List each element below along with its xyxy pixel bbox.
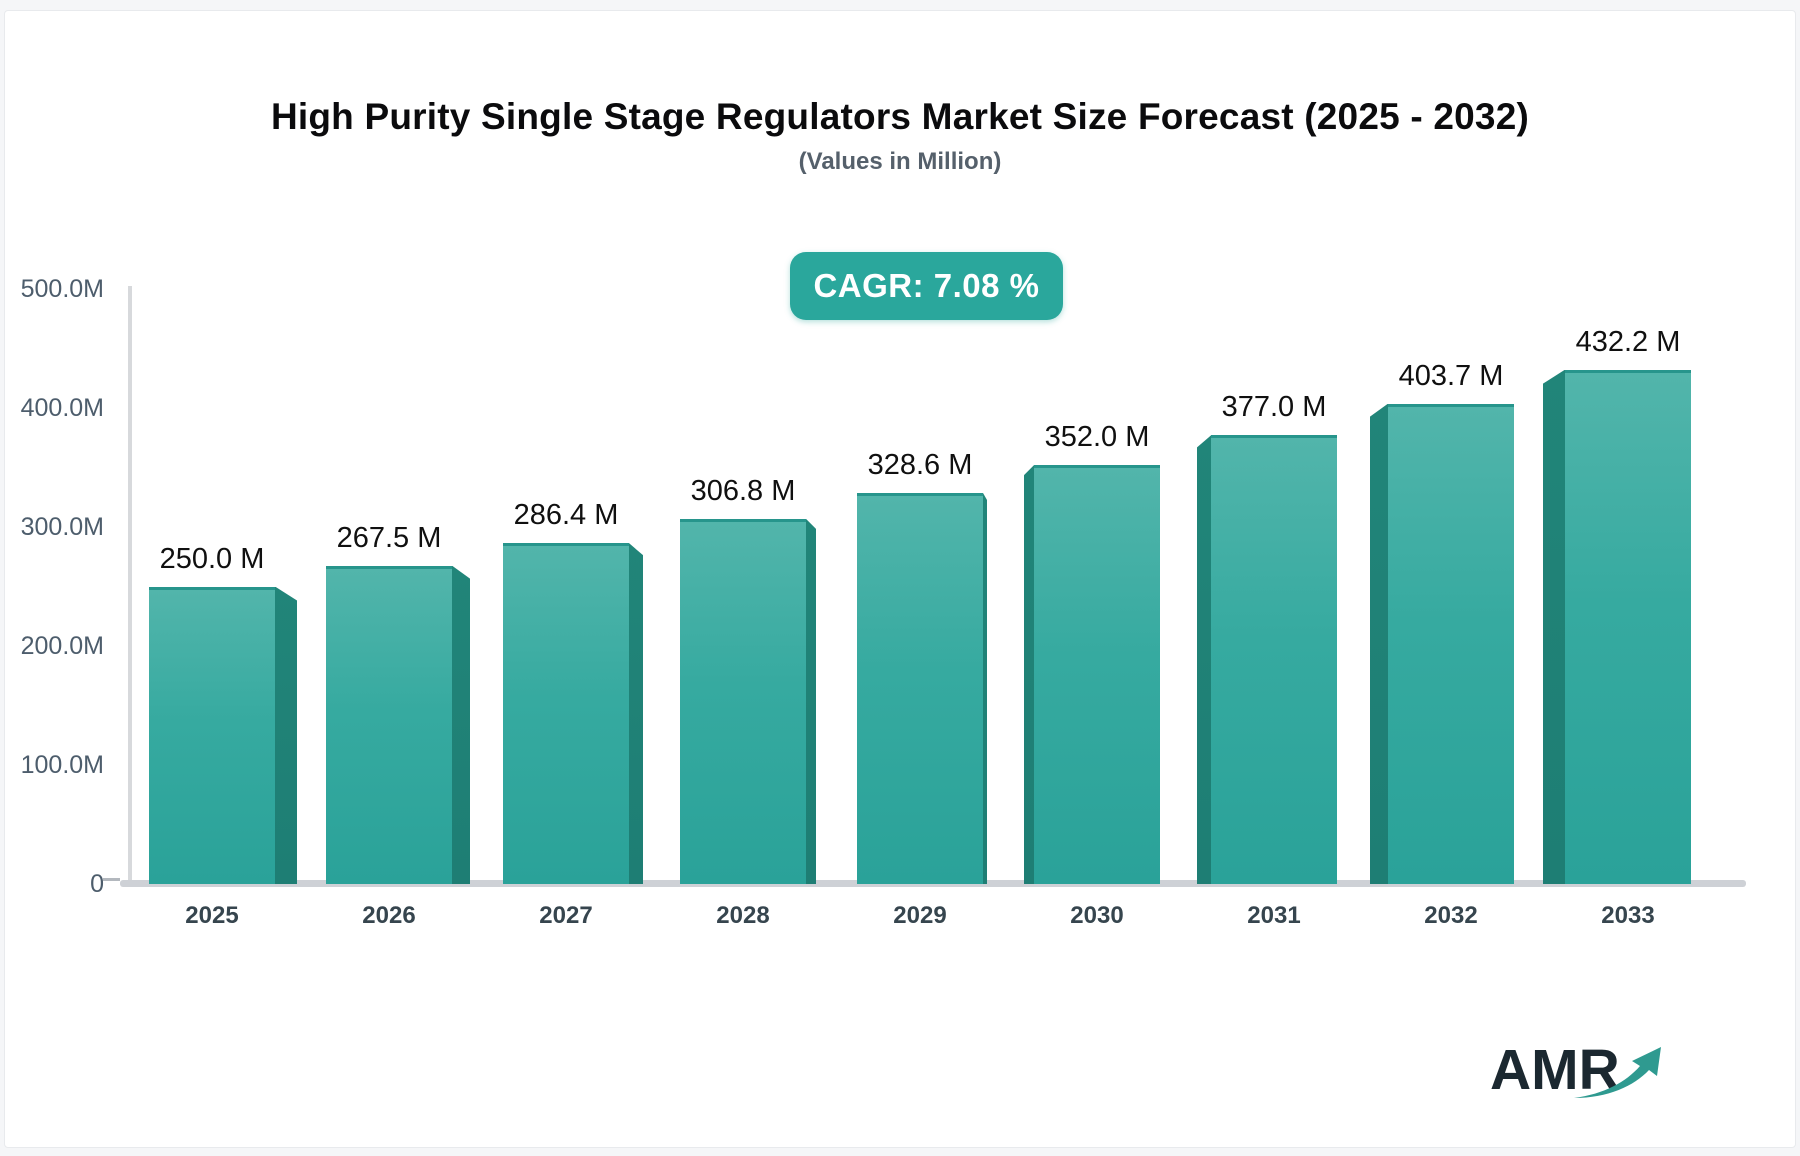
x-tick-label: 2032 [1424,902,1478,929]
bar-value-label: 352.0 M [1044,421,1150,454]
bar-side-face [1370,403,1388,884]
amr-logo: AMR [1490,1038,1661,1102]
bar-2030 [1034,465,1160,884]
x-tick-label: 2029 [893,902,947,929]
bar-side-face [1543,369,1565,884]
bar-side-face [275,586,297,884]
bar-side-face [452,565,470,884]
page-title: High Purity Single Stage Regulators Mark… [270,96,1530,137]
bar-side-face [983,492,987,884]
bar-2032 [1388,403,1514,884]
bar-2028 [680,518,806,884]
bar-2029 [857,492,983,884]
bar-value-label: 377.0 M [1221,391,1327,424]
bar-2027 [503,543,629,884]
zero-tick-mark [103,878,120,881]
bar-value-label: 286.4 M [513,499,619,532]
x-tick-label: 2033 [1601,902,1655,929]
bar-value-label: 328.6 M [867,448,973,481]
y-tick-label: 300.0M [20,513,104,541]
bar-2033 [1565,369,1691,884]
y-tick-label: 500.0M [20,275,104,303]
x-tick-label: 2025 [185,902,239,929]
y-tick-label: 400.0M [20,394,104,422]
bar-side-face [629,543,643,884]
bar-value-label: 432.2 M [1575,325,1681,358]
y-tick-label: 100.0M [20,751,104,779]
page-subtitle: (Values in Million) [798,148,1002,175]
bar-side-face [806,518,816,884]
bar-2031 [1211,435,1337,884]
x-tick-label: 2030 [1070,902,1124,929]
logo-text: AMR [1490,1038,1620,1102]
bar-value-label: 267.5 M [336,521,442,554]
x-tick-label: 2031 [1247,902,1301,929]
y-tick-label: 200.0M [20,632,104,660]
bar-value-label: 306.8 M [690,474,796,507]
x-tick-label: 2028 [716,902,770,929]
bar-value-label: 250.0 M [159,542,265,575]
bar-side-face [1197,435,1211,884]
x-tick-label: 2026 [362,902,416,929]
y-axis-line [128,286,132,884]
cagr-badge: CAGR: 7.08 % [790,252,1063,320]
bar-2026 [326,565,452,884]
bar-2025 [149,586,275,884]
x-tick-label: 2027 [539,902,593,929]
bar-value-label: 403.7 M [1398,359,1504,392]
bar-side-face [1024,465,1034,884]
logo-arrow-icon [1574,1047,1661,1098]
y-tick-label: 0 [90,870,104,898]
